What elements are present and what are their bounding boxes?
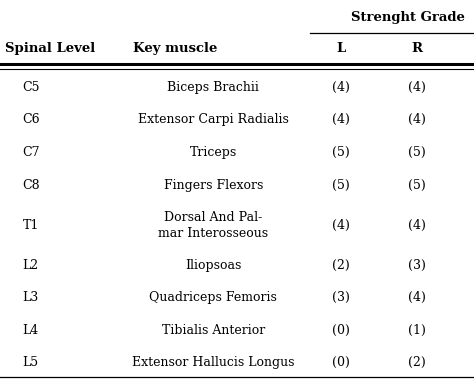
Text: C6: C6 bbox=[22, 113, 40, 126]
Text: (5): (5) bbox=[408, 178, 426, 192]
Text: (4): (4) bbox=[408, 218, 426, 232]
Text: Extensor Hallucis Longus: Extensor Hallucis Longus bbox=[132, 356, 294, 369]
Text: Iliopsoas: Iliopsoas bbox=[185, 258, 241, 272]
Text: (4): (4) bbox=[332, 218, 350, 232]
Text: Dorsal And Pal-
mar Interosseous: Dorsal And Pal- mar Interosseous bbox=[158, 211, 268, 239]
Text: L3: L3 bbox=[23, 291, 39, 304]
Text: (3): (3) bbox=[332, 291, 350, 304]
Text: R: R bbox=[411, 42, 423, 55]
Text: L2: L2 bbox=[23, 258, 39, 272]
Text: (1): (1) bbox=[408, 324, 426, 337]
Text: (3): (3) bbox=[408, 258, 426, 272]
Text: Biceps Brachii: Biceps Brachii bbox=[167, 81, 259, 94]
Text: Spinal Level: Spinal Level bbox=[5, 42, 95, 55]
Text: (4): (4) bbox=[408, 113, 426, 126]
Text: L5: L5 bbox=[23, 356, 39, 369]
Text: (5): (5) bbox=[332, 146, 350, 159]
Text: (4): (4) bbox=[408, 81, 426, 94]
Text: (0): (0) bbox=[332, 324, 350, 337]
Text: C8: C8 bbox=[22, 178, 40, 192]
Text: (4): (4) bbox=[332, 113, 350, 126]
Text: T1: T1 bbox=[23, 218, 39, 232]
Text: (4): (4) bbox=[332, 81, 350, 94]
Text: (5): (5) bbox=[408, 146, 426, 159]
Text: (2): (2) bbox=[332, 258, 350, 272]
Text: Fingers Flexors: Fingers Flexors bbox=[164, 178, 263, 192]
Text: C5: C5 bbox=[22, 81, 39, 94]
Text: (0): (0) bbox=[332, 356, 350, 369]
Text: (5): (5) bbox=[332, 178, 350, 192]
Text: C7: C7 bbox=[22, 146, 39, 159]
Text: Triceps: Triceps bbox=[190, 146, 237, 159]
Text: Quadriceps Femoris: Quadriceps Femoris bbox=[149, 291, 277, 304]
Text: Key muscle: Key muscle bbox=[133, 42, 218, 55]
Text: (4): (4) bbox=[408, 291, 426, 304]
Text: L: L bbox=[337, 42, 346, 55]
Text: L4: L4 bbox=[23, 324, 39, 337]
Text: Strenght Grade: Strenght Grade bbox=[351, 11, 465, 24]
Text: Tibialis Anterior: Tibialis Anterior bbox=[162, 324, 265, 337]
Text: Extensor Carpi Radialis: Extensor Carpi Radialis bbox=[138, 113, 289, 126]
Text: (2): (2) bbox=[408, 356, 426, 369]
